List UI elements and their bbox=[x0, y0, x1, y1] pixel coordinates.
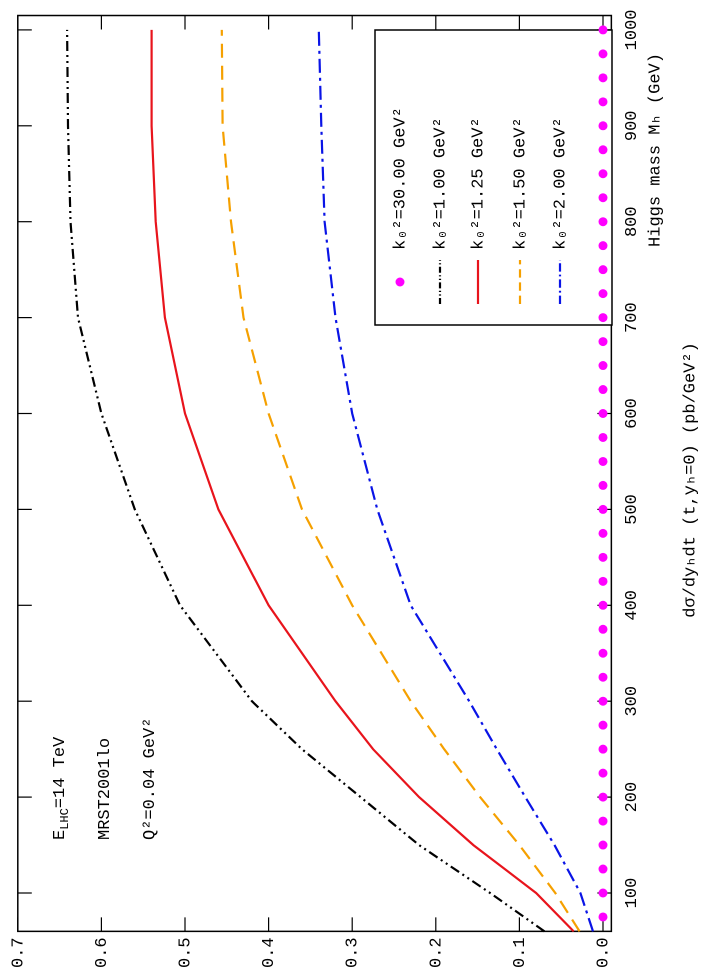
annotation: MRST2001lo bbox=[96, 738, 115, 840]
x-tick-label: 300 bbox=[623, 686, 642, 717]
x-tick-label: 100 bbox=[623, 878, 642, 909]
annotation-text: MRST2001lo bbox=[96, 738, 115, 840]
annotation-text: =14 TeV bbox=[51, 736, 70, 808]
data-point bbox=[598, 480, 608, 490]
annotation: ELHC=14 TeV bbox=[51, 736, 72, 840]
data-point bbox=[598, 648, 608, 658]
data-point bbox=[598, 552, 608, 562]
x-tick-label: 600 bbox=[623, 398, 642, 429]
data-point bbox=[598, 25, 608, 35]
data-point bbox=[598, 385, 608, 395]
series-line bbox=[150, 29, 575, 933]
data-point bbox=[598, 432, 608, 442]
data-point bbox=[598, 193, 608, 203]
x-tick-label: 1000 bbox=[623, 9, 642, 50]
legend-label: k₀²=1.00 GeV² bbox=[431, 117, 450, 250]
data-point bbox=[598, 912, 608, 922]
x-axis-label: Higgs mass Mₕ (GeV) bbox=[646, 53, 665, 247]
x-tick-label: 200 bbox=[623, 782, 642, 813]
series-line bbox=[220, 29, 581, 932]
data-point bbox=[598, 337, 608, 347]
y-tick-label: 0.3 bbox=[344, 937, 363, 968]
data-point bbox=[598, 169, 608, 179]
y-tick-label: 0.1 bbox=[511, 937, 530, 968]
annotation-text: Q²=0.04 GeV² bbox=[141, 718, 160, 840]
data-point bbox=[598, 217, 608, 227]
x-tick-label: 500 bbox=[623, 494, 642, 525]
x-tick-label: 900 bbox=[623, 110, 642, 141]
data-point bbox=[598, 888, 608, 898]
plot-frame bbox=[17, 14, 613, 933]
legend-box bbox=[374, 29, 613, 326]
data-point bbox=[598, 840, 608, 850]
data-point bbox=[598, 504, 608, 514]
data-point bbox=[598, 696, 608, 706]
data-point bbox=[598, 121, 608, 131]
data-point bbox=[598, 289, 608, 299]
legend-label: k₀²=1.25 GeV² bbox=[469, 117, 488, 250]
data-point bbox=[598, 409, 608, 418]
data-point bbox=[598, 768, 608, 778]
data-point bbox=[598, 792, 608, 802]
y-tick-label: 0.6 bbox=[93, 937, 112, 968]
data-point bbox=[598, 49, 608, 59]
series-line bbox=[317, 29, 595, 932]
x-tick-label: 800 bbox=[623, 206, 642, 237]
legend-label: k₀²=2.00 GeV² bbox=[551, 117, 570, 250]
data-point bbox=[598, 720, 608, 730]
data-point bbox=[598, 73, 608, 83]
annotation-base: E bbox=[51, 830, 70, 840]
data-point bbox=[598, 265, 608, 275]
data-point bbox=[598, 241, 608, 251]
data-point bbox=[598, 864, 608, 874]
y-tick-label: 0.7 bbox=[9, 937, 28, 968]
data-point bbox=[598, 456, 608, 466]
y-axis-label: dσ/dyₕdt (t,yₕ=0) (pb/GeV²) bbox=[681, 342, 700, 618]
data-point bbox=[598, 361, 608, 371]
x-tick-label: 400 bbox=[623, 590, 642, 621]
data-point bbox=[598, 672, 608, 682]
data-point bbox=[598, 624, 608, 634]
legend-marker bbox=[395, 277, 405, 287]
data-point bbox=[598, 816, 608, 826]
data-point bbox=[598, 145, 608, 155]
y-tick-label: 0.2 bbox=[427, 937, 446, 968]
data-point bbox=[598, 313, 608, 323]
y-tick-label: 0.5 bbox=[176, 937, 195, 968]
x-tick-label: 700 bbox=[623, 302, 642, 333]
legend-label: k₀²=1.50 GeV² bbox=[511, 117, 530, 250]
legend-label: k₀²=30.00 GeV² bbox=[391, 107, 410, 250]
data-point bbox=[598, 576, 608, 586]
y-tick-label: 0.4 bbox=[260, 937, 279, 968]
data-point bbox=[598, 528, 608, 538]
data-point bbox=[598, 97, 608, 107]
data-point bbox=[598, 744, 608, 754]
rotated-plot: 100 200 300 400 500 600 700 800 900 1000 0.0 0.1 0.2… bbox=[9, 9, 700, 967]
annotation: Q²=0.04 GeV² bbox=[141, 718, 160, 840]
y-tick-label: 0.0 bbox=[594, 937, 613, 968]
annotation-sub: LHC bbox=[58, 808, 72, 830]
data-point bbox=[598, 600, 608, 610]
